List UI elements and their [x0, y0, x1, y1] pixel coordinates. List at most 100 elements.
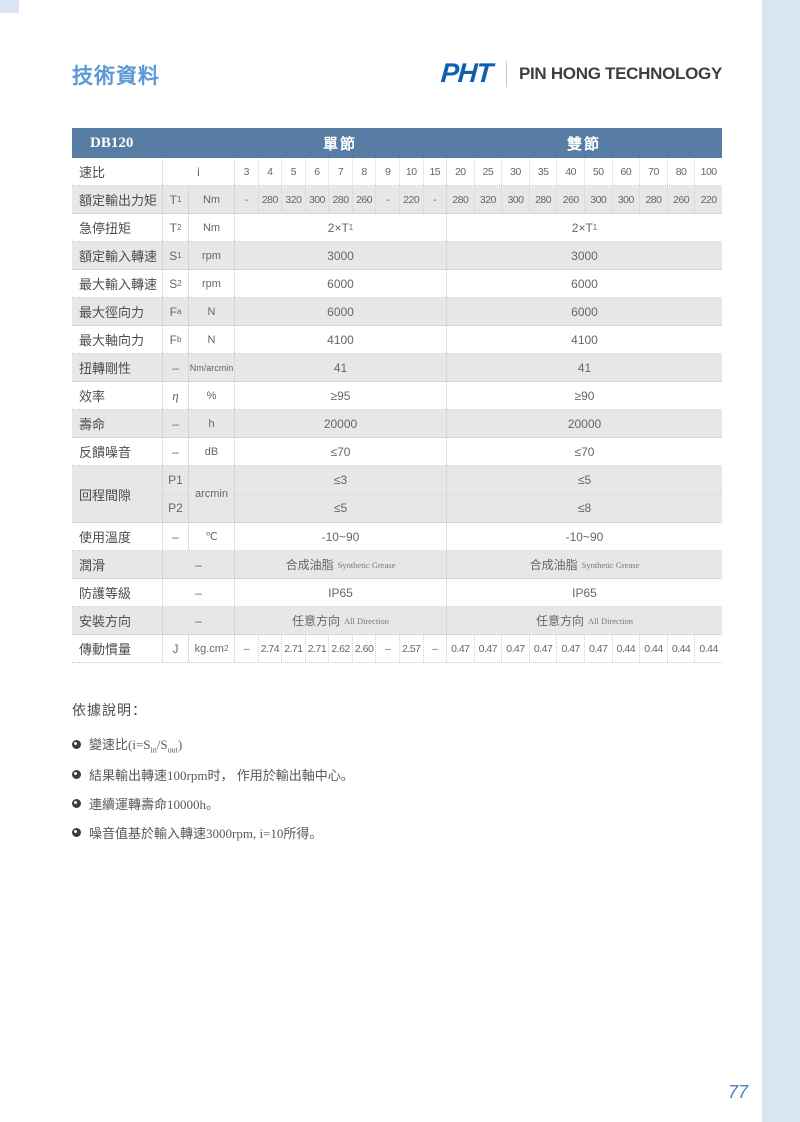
- value-cell: 3: [243, 165, 250, 178]
- value-cell: 0.47: [556, 635, 584, 662]
- value-text: 2×T: [571, 220, 593, 235]
- single-values: –2.74 2.71 2.71 2.62 2.60–2.57–: [234, 635, 446, 662]
- value-cell: 280: [639, 186, 667, 213]
- row-symbol: –: [162, 354, 188, 381]
- symbol-main: S: [169, 276, 178, 291]
- row-unit: Nm/arcmin: [188, 354, 234, 381]
- single-value: 6000: [234, 270, 446, 297]
- row-symbol: –: [162, 523, 188, 550]
- single-values: 3 4 5 6 7 8 9 10 15: [234, 158, 446, 185]
- symbol-p2: P2: [168, 501, 183, 516]
- row-unit: arcmin: [188, 466, 234, 522]
- value-sub: 1: [592, 223, 598, 232]
- corner-accent: [0, 0, 19, 13]
- value-cell: 4: [257, 158, 282, 185]
- double-value: 6000: [446, 270, 722, 297]
- row-label: 反饋噪音: [79, 445, 132, 460]
- row-symbol: –: [162, 607, 234, 634]
- value-cell: 280: [452, 193, 469, 206]
- value-cell: 300: [304, 186, 329, 213]
- note-sub: out: [167, 745, 178, 755]
- value-cell: 0.47: [451, 642, 470, 655]
- value-cell: 25: [473, 158, 502, 185]
- value-cell: –: [243, 642, 250, 655]
- symbol-sub: 2: [177, 279, 182, 288]
- double-value: 41: [446, 354, 722, 381]
- row-label: 額定輸出力矩: [79, 193, 158, 208]
- spec-table: DB120 單節 雙節 速比 i 3 4 5 6 7 8 9 10 15 20 25 30 35 40 5…: [72, 128, 722, 663]
- single-value: ≤5: [234, 494, 446, 522]
- table-row: 壽命 – h 20000 20000: [72, 410, 722, 438]
- row-unit: ℃: [188, 523, 234, 550]
- backlash-p2-row: ≤5 ≤8: [234, 494, 722, 522]
- double-value: -10~90: [446, 523, 722, 550]
- table-row: 防護等級 – IP65 IP65: [72, 579, 722, 607]
- row-unit: Nm: [188, 214, 234, 241]
- value-cell: 0.44: [611, 635, 640, 662]
- note-item: 連續運轉壽命10000h。: [72, 794, 632, 813]
- double-value: ≤70: [446, 438, 722, 465]
- value-cell: 35: [528, 158, 557, 185]
- value-cell: 220: [694, 186, 722, 213]
- row-label: 傳動慣量: [79, 642, 132, 657]
- value-cell: 80: [666, 158, 695, 185]
- row-unit: rpm: [188, 242, 234, 269]
- table-row: 安裝方向 – 任意方向 All Direction 任意方向 All Directi…: [72, 607, 722, 635]
- backlash-p1-row: ≤3 ≤5: [234, 466, 722, 495]
- logo-divider: [505, 60, 507, 87]
- note-text: 連續運轉壽命10000h。: [89, 796, 220, 812]
- value-cell: 0.47: [583, 635, 612, 662]
- note-item: 結果輸出轉速100rpm时， 作用於輸出軸中心。: [72, 765, 632, 784]
- row-symbol: i: [162, 158, 234, 185]
- row-symbol: –: [162, 410, 188, 437]
- double-value: 合成油脂 Synthetic Grease: [446, 551, 722, 578]
- symbol-sub: 1: [177, 251, 182, 260]
- double-value: IP65: [446, 579, 722, 606]
- model-name: DB120: [90, 134, 134, 151]
- double-value: ≤8: [446, 494, 722, 522]
- symbol-sub: 1: [176, 195, 182, 204]
- page-header: 技術資料 PHT PIN HONG TECHNOLOGY: [72, 58, 722, 94]
- row-label: 最大輸入轉速: [79, 277, 158, 292]
- value-en: Synthetic Grease: [337, 559, 396, 570]
- single-value: 任意方向 All Direction: [234, 607, 446, 634]
- row-unit: kg.cm 2: [188, 635, 234, 662]
- single-value: 4100: [234, 326, 446, 353]
- note-item: 變速比(i=Sin/Sout): [72, 734, 632, 755]
- single-value: 2×T 1: [234, 214, 446, 241]
- value-cell: -: [375, 186, 399, 213]
- value-cell: 0.47: [473, 635, 502, 662]
- double-value: 3000: [446, 242, 722, 269]
- row-symbol: J: [162, 635, 188, 662]
- row-symbol: –: [162, 579, 234, 606]
- value-cell: 300: [611, 186, 640, 213]
- notes-title: 依據說明：: [72, 704, 147, 719]
- row-label: 防護等級: [79, 586, 132, 601]
- row-label: 回程間隙: [79, 487, 132, 503]
- table-row: 扭轉剛性 – Nm/arcmin 41 41: [72, 354, 722, 382]
- value-cell: 0.44: [639, 635, 667, 662]
- symbol-main: F: [169, 304, 177, 319]
- row-unit: %: [188, 382, 234, 409]
- unit-sup: 2: [223, 644, 229, 653]
- value-cell: 300: [501, 186, 529, 213]
- section-double-header: 雙節: [566, 136, 601, 153]
- row-label: 壽命: [79, 417, 106, 432]
- single-value: 6000: [234, 298, 446, 325]
- value-cell: 15: [422, 158, 447, 185]
- value-cell: 220: [398, 186, 423, 213]
- single-value: 3000: [234, 242, 446, 269]
- value-cell: –: [375, 635, 399, 662]
- backlash-values: ≤3 ≤5 ≤5 ≤8: [234, 466, 722, 522]
- value-cell: 70: [639, 158, 667, 185]
- row-symbol: η: [162, 382, 188, 409]
- backlash-symbols: P1 P2: [162, 466, 188, 522]
- value-en: Synthetic Grease: [581, 559, 640, 570]
- row-unit: N: [188, 326, 234, 353]
- note-part: 變速比(i=S: [89, 737, 151, 752]
- single-value: 20000: [234, 410, 446, 437]
